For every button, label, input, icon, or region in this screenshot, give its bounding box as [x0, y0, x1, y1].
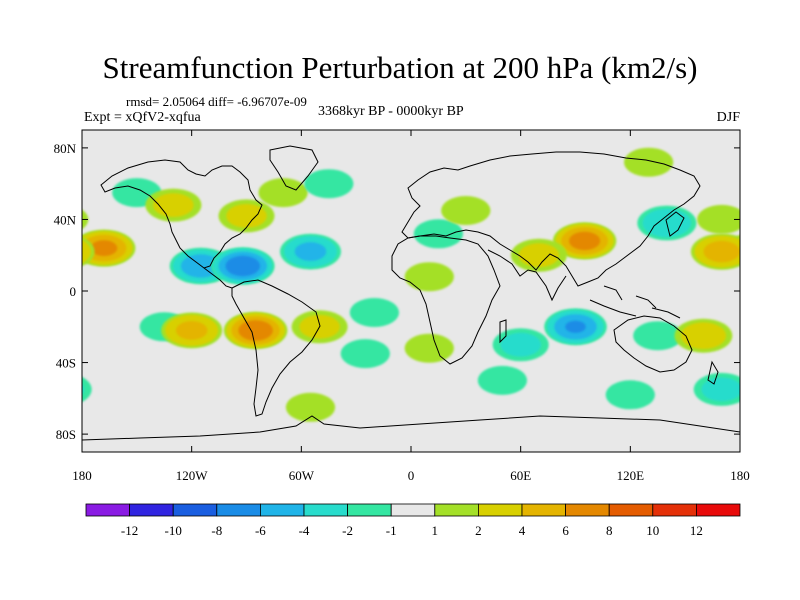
field-cell-11-band-2-0 — [175, 321, 208, 340]
field-cell-32-band-0-0 — [697, 204, 740, 234]
field-cell-8-band-2-0 — [294, 242, 327, 261]
coast-australia — [613, 315, 693, 373]
coast-indonesia — [589, 285, 681, 319]
field-cell-20-band-3-0 — [569, 231, 601, 251]
field-cell-27-band-0-0 — [633, 321, 683, 351]
field-cell-31-band-1-0 — [701, 377, 740, 402]
colorbar-label-13: 12 — [690, 523, 703, 538]
colorbar-label-2: -8 — [211, 523, 222, 538]
coast-africa — [391, 235, 501, 365]
field-cell-28-band-1-0 — [680, 322, 727, 350]
field-cell-31-band-0-1 — [82, 376, 92, 402]
field-cell-0-band-1-1 — [733, 237, 740, 260]
colorbar-swatch-7 — [390, 503, 436, 517]
rmsd-stats-label: rmsd= 2.05064 diff= -6.96707e-09 — [126, 94, 307, 109]
x-tick-label-2: 60W — [289, 468, 315, 483]
colorbar-label-10: 6 — [562, 523, 569, 538]
map-title: Streamfunction Perturbation at 200 hPa (… — [102, 50, 698, 85]
colorbar-swatch-5 — [303, 503, 348, 517]
colorbar-swatch-13 — [652, 503, 697, 517]
colorbar-label-6: -1 — [386, 523, 397, 538]
field-cell-17-band-0-0 — [441, 196, 491, 225]
colorbar-label-11: 8 — [606, 523, 613, 538]
streamfunction-field — [46, 147, 776, 422]
field-cell-25-band-2-1 — [46, 241, 82, 262]
x-tick-label-0: 180 — [72, 468, 92, 483]
colorbar-label-9: 4 — [519, 523, 526, 538]
colorbar-swatch-4 — [259, 503, 305, 517]
colorbar-label-7: 1 — [432, 523, 439, 538]
field-cell-10-band-3-0 — [238, 320, 273, 341]
colorbar-swatch-11 — [565, 503, 610, 517]
y-tick-label-4: 80S — [56, 427, 76, 442]
colorbar-swatch-8 — [434, 503, 479, 517]
colorbar-swatch-14 — [696, 503, 741, 517]
coastlines — [82, 145, 740, 441]
coast-arabia-india — [487, 249, 567, 302]
coast-central-america — [203, 267, 233, 289]
field-cell-6-band-1-0 — [226, 204, 267, 228]
time-period-label: 3368kyr BP - 0000kyr BP — [318, 104, 464, 119]
colorbar: -12 -10 -8 -6 -4 -2 -1 1 2 4 6 8 10 12 — [85, 503, 741, 538]
field-cell-9-band-0-0 — [304, 169, 354, 199]
x-tick-label-4: 60E — [510, 468, 531, 483]
field-cell-25-band-1-1 — [82, 239, 91, 264]
field-cell-5-band-3-0 — [225, 255, 261, 277]
field-cell-19-band-0-0 — [340, 339, 390, 369]
x-tick-label-5: 120E — [617, 468, 645, 483]
field-cell-30-band-0-0 — [477, 365, 527, 395]
field-cell-0-band-3-0 — [90, 240, 118, 256]
field-cell-26-band-0-0 — [624, 147, 674, 177]
colorbar-swatch-10 — [521, 503, 566, 517]
field-cell-7-band-0-0 — [258, 178, 308, 208]
y-tick-label-1: 40N — [54, 212, 77, 227]
y-tick-label-2: 0 — [70, 284, 77, 299]
coast-antarctica — [82, 415, 740, 441]
y-tick-label-3: 40S — [56, 356, 76, 371]
x-tick-label-6: 180 — [730, 468, 750, 483]
season-label: DJF — [716, 110, 740, 125]
coast-new-zealand — [707, 360, 719, 385]
field-cell-0-band-2-1 — [739, 245, 740, 252]
colorbar-label-3: -6 — [255, 523, 266, 538]
colorbar-label-4: -4 — [299, 523, 310, 538]
coast-south-america — [231, 279, 321, 417]
colorbar-label-1: -10 — [165, 523, 182, 538]
field-cell-23-band-1-0 — [500, 332, 541, 357]
field-cell-15-band-0-0 — [404, 262, 454, 292]
y-tick-label-0: 80N — [54, 141, 77, 156]
coast-greenland — [269, 145, 319, 191]
experiment-label: Expt = xQfV2-xqfua — [84, 110, 201, 125]
coast-europe-asia — [401, 151, 701, 287]
colorbar-label-8: 2 — [475, 523, 482, 538]
x-tick-label-3: 0 — [408, 468, 415, 483]
colorbar-swatch-0 — [85, 503, 130, 517]
colorbar-swatch-1 — [129, 503, 174, 517]
field-cell-0-band-3-1 — [749, 240, 776, 256]
colorbar-swatch-12 — [608, 503, 654, 517]
colorbar-swatch-9 — [477, 503, 523, 517]
field-cell-31-band-1-1 — [82, 384, 84, 395]
field-cell-21-band-1-0 — [518, 243, 560, 268]
x-tick-label-1: 120W — [176, 468, 209, 483]
colorbar-label-12: 10 — [646, 523, 659, 538]
colorbar-swatch-6 — [347, 503, 392, 517]
coast-north-america — [100, 159, 263, 269]
coast-madagascar — [499, 319, 507, 344]
colorbar-label-5: -2 — [342, 523, 353, 538]
field-cell-16-band-0-0 — [413, 219, 463, 249]
field-cell-29-band-0-0 — [605, 380, 655, 410]
map-axes: 180 120W 60W 0 60E 120E 180 80N 40N 0 40S 80S — [54, 130, 750, 483]
field-cell-22-band-3-0 — [565, 320, 586, 333]
field-cell-25-band-2-0 — [703, 240, 740, 263]
field-cell-18-band-0-0 — [404, 333, 454, 363]
field-cell-14-band-0-0 — [349, 298, 399, 327]
colorbar-swatch-2 — [172, 503, 218, 517]
colorbar-label-0: -12 — [121, 523, 138, 538]
colorbar-swatch-3 — [216, 503, 261, 517]
coast-japan — [665, 211, 685, 237]
field-cell-13-band-0-0 — [285, 392, 336, 422]
